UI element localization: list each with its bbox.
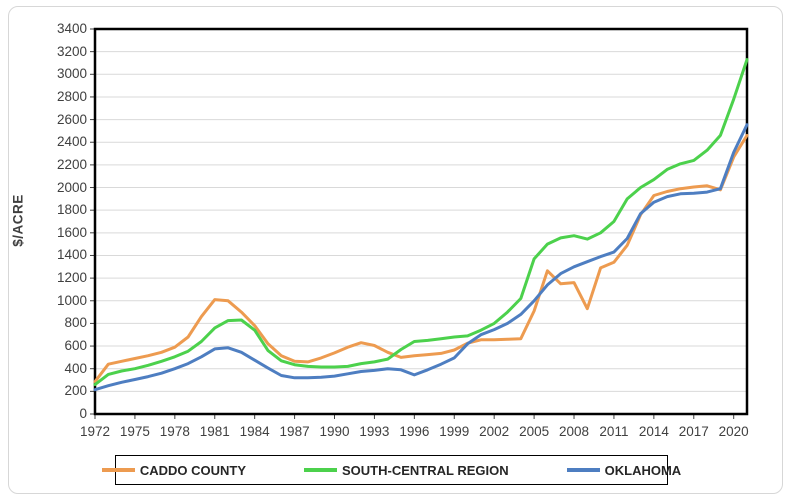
y-tick-label: 1200 bbox=[56, 270, 87, 286]
legend-label-south-central-region: SOUTH-CENTRAL REGION bbox=[342, 462, 509, 478]
x-tick-label: 1996 bbox=[399, 424, 430, 439]
y-axis-title: $/ACRE bbox=[10, 194, 26, 247]
legend-label-oklahoma: OKLAHOMA bbox=[604, 462, 682, 478]
south-central-region-line[interactable] bbox=[93, 58, 749, 387]
y-tick-label: 0 bbox=[79, 406, 87, 421]
x-tick-label: 2005 bbox=[519, 424, 550, 439]
oklahoma-legend-line-icon bbox=[566, 468, 600, 472]
y-tick-label: 2600 bbox=[56, 111, 87, 127]
y-tick-label: 600 bbox=[64, 338, 87, 354]
x-tick-label: 2017 bbox=[678, 424, 709, 439]
x-tick-label: 1984 bbox=[239, 424, 270, 439]
south-central-region-legend-line-icon bbox=[304, 468, 338, 472]
x-tick-label: 1987 bbox=[279, 424, 310, 439]
caddo-county-legend-line-icon bbox=[101, 468, 135, 472]
x-tick-label: 1990 bbox=[319, 424, 350, 439]
legend-label-caddo-county: CADDO COUNTY bbox=[139, 462, 247, 478]
caddo-county-line[interactable] bbox=[93, 133, 749, 384]
y-tick-label: 2400 bbox=[56, 134, 87, 150]
legend-item-oklahoma[interactable]: OKLAHOMA bbox=[566, 462, 682, 478]
y-tick-label: 3200 bbox=[56, 43, 87, 59]
y-tick-label: 1600 bbox=[56, 224, 87, 240]
y-tick-label: 3400 bbox=[56, 21, 87, 36]
legend-item-south-central-region[interactable]: SOUTH-CENTRAL REGION bbox=[304, 463, 509, 478]
x-tick-label: 1993 bbox=[359, 424, 390, 439]
legend[interactable]: CADDO COUNTY SOUTH-CENTRAL REGION OKLAHO… bbox=[101, 455, 681, 485]
x-tick-label: 2011 bbox=[599, 424, 629, 439]
y-tick-label: 800 bbox=[64, 315, 87, 331]
x-tick-label: 1999 bbox=[439, 424, 470, 439]
y-tick-label: 3000 bbox=[56, 66, 87, 82]
x-tick-label: 1975 bbox=[119, 424, 150, 439]
x-tick-label: 2008 bbox=[558, 424, 590, 439]
oklahoma-line[interactable] bbox=[93, 123, 749, 392]
y-tick-label: 200 bbox=[64, 383, 87, 399]
x-tick-label: 2020 bbox=[718, 424, 749, 439]
x-tick-label: 1972 bbox=[79, 424, 111, 439]
y-tick-label: 1000 bbox=[56, 292, 87, 308]
y-tick-label: 1800 bbox=[56, 202, 87, 218]
legend-item-caddo-county[interactable]: CADDO COUNTY bbox=[101, 462, 247, 478]
y-tick-label: 1400 bbox=[56, 247, 87, 263]
y-tick-label: 2000 bbox=[56, 179, 87, 195]
x-tick-label: 2014 bbox=[638, 424, 669, 439]
x-tick-label: 1978 bbox=[159, 424, 190, 439]
chart-frame bbox=[8, 6, 783, 494]
y-tick-label: 2800 bbox=[56, 88, 87, 104]
y-tick-label: 2200 bbox=[56, 156, 87, 172]
plot-border bbox=[93, 27, 749, 416]
x-tick-label: 2002 bbox=[479, 424, 510, 439]
y-tick-label: 400 bbox=[64, 360, 87, 376]
x-tick-label: 1981 bbox=[199, 424, 230, 439]
